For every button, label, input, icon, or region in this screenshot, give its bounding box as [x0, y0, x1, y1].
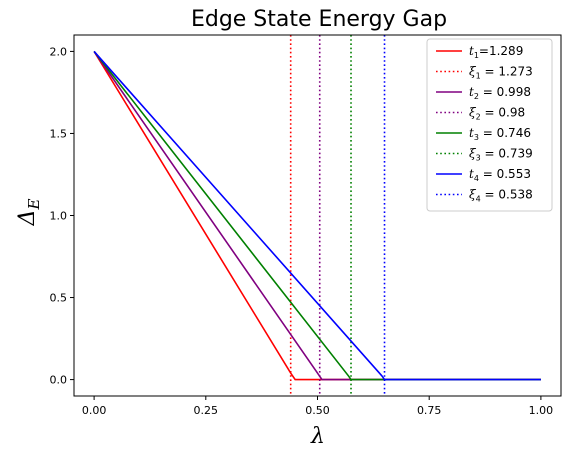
- y-tick-label: 2.0: [50, 45, 68, 58]
- x-tick-label: 0.25: [194, 404, 219, 417]
- legend-label-5: t3 = 0.746: [469, 126, 531, 142]
- legend-label-value: = 0.998: [479, 85, 531, 99]
- y-axis-label-main: Δ: [15, 210, 40, 227]
- y-tick-label: 1.0: [50, 210, 68, 223]
- legend-label-value: = 0.746: [479, 126, 531, 140]
- y-axis-label-sub: E: [25, 199, 43, 211]
- legend-label-value: = 0.739: [481, 147, 533, 161]
- x-tick-label: 0.50: [305, 404, 330, 417]
- legend-label-value: = 0.98: [481, 106, 525, 120]
- y-axis-label: ΔE: [15, 199, 43, 227]
- legend-label-3: t2 = 0.998: [469, 85, 531, 101]
- legend-label-value: = 0.538: [481, 188, 533, 202]
- legend-label-7: t4 = 0.553: [469, 167, 531, 183]
- x-tick-label: 0.00: [82, 404, 107, 417]
- x-axis-label: λ: [310, 424, 325, 449]
- y-tick-label: 1.5: [50, 127, 68, 140]
- x-tick-label: 1.00: [529, 404, 554, 417]
- y-tick-label: 0.5: [50, 292, 68, 305]
- legend-label-value: =1.289: [479, 44, 523, 58]
- legend-label-value: = 1.273: [481, 65, 533, 79]
- y-tick-label: 0.0: [50, 374, 68, 387]
- x-tick-label: 0.75: [417, 404, 442, 417]
- legend-label-value: = 0.553: [479, 167, 531, 181]
- chart-title: Edge State Energy Gap: [191, 7, 447, 32]
